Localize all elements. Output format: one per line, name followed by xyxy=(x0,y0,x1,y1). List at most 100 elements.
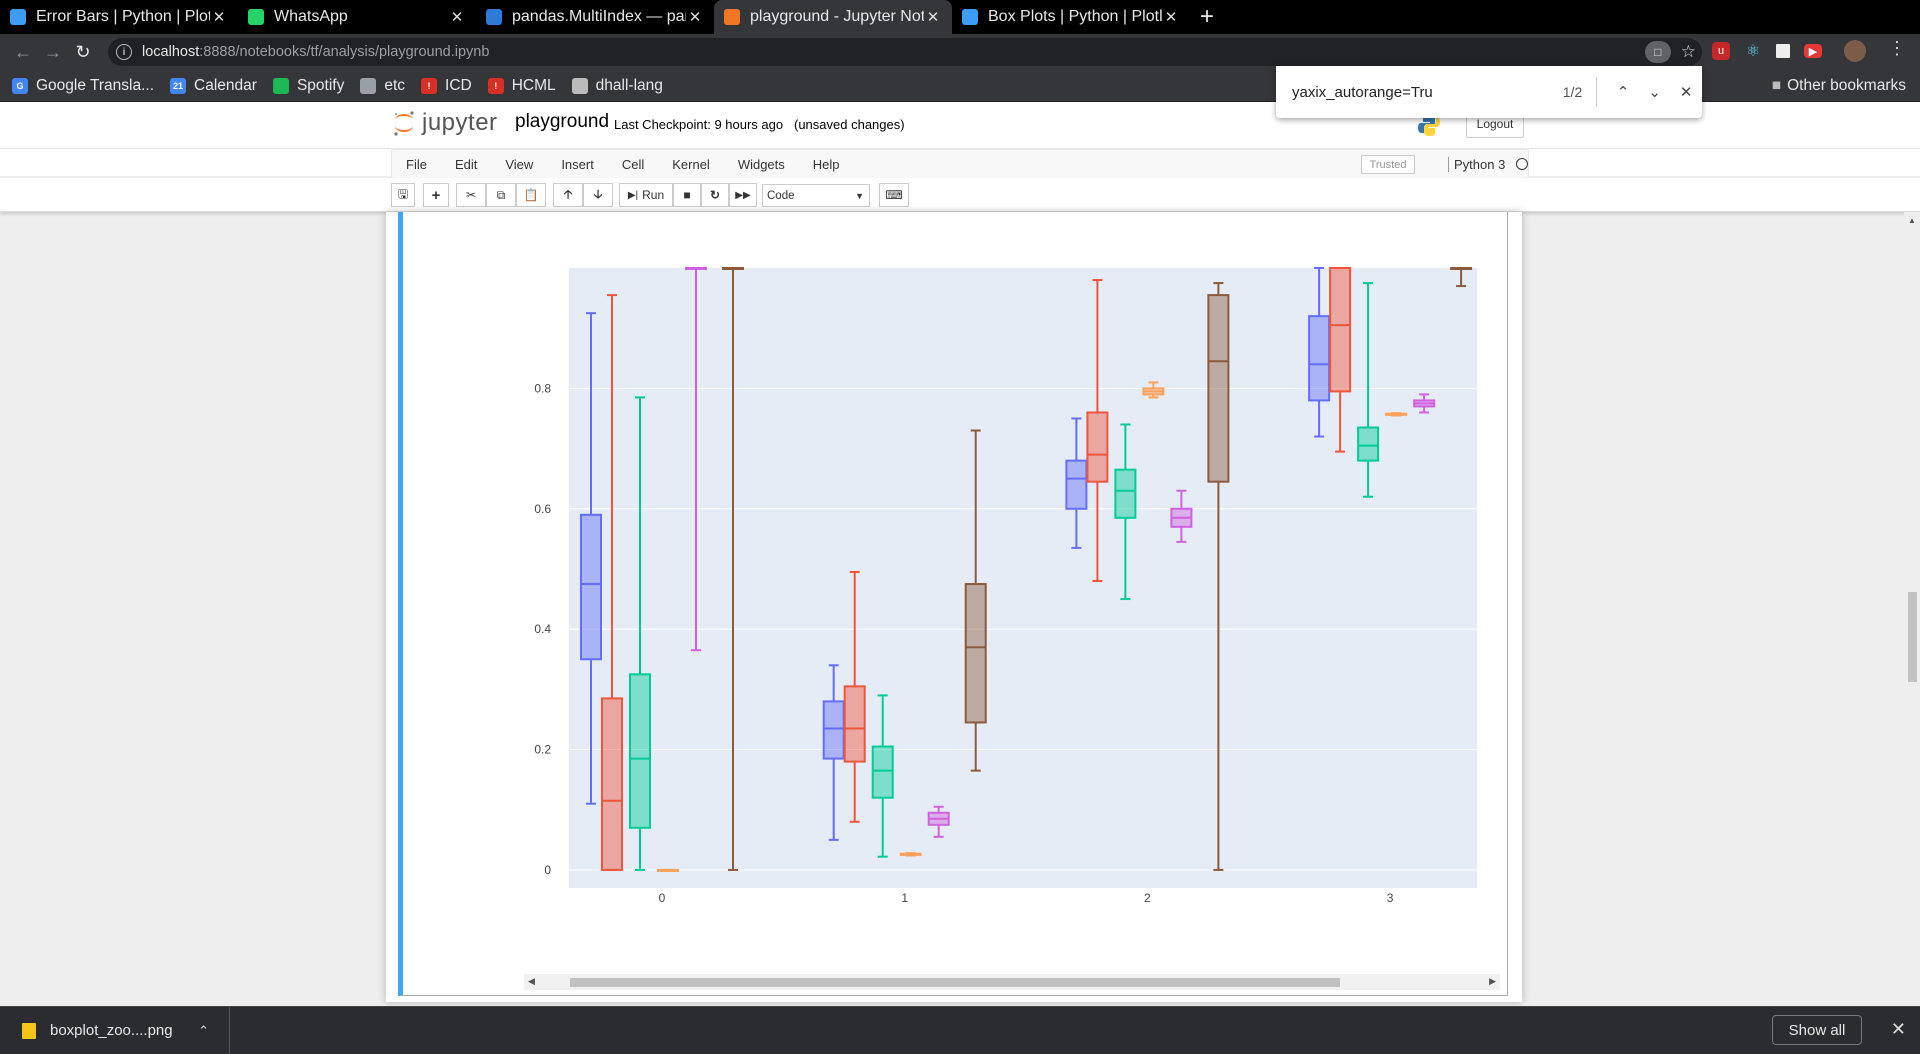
box-brown-0[interactable] xyxy=(722,267,744,871)
bookmark-star-icon[interactable]: ☆ xyxy=(1680,42,1696,61)
site-info-icon[interactable]: i xyxy=(116,44,132,60)
box-red-1[interactable] xyxy=(843,570,866,823)
bookmark-item[interactable]: Spotify xyxy=(272,76,345,95)
scrollbar-thumb[interactable] xyxy=(1908,592,1917,682)
find-close-icon[interactable]: ✕ xyxy=(1679,84,1693,101)
move-down-icon[interactable]: 🡣 xyxy=(583,183,613,207)
reload-icon[interactable]: ↻ xyxy=(75,41,91,62)
scrollbar-thumb[interactable] xyxy=(570,978,1340,987)
notebook-name[interactable]: playground xyxy=(515,111,610,132)
save-icon[interactable]: 🖫 xyxy=(391,183,415,207)
bookmark-item[interactable]: G Google Transla... xyxy=(12,77,154,95)
move-up-icon[interactable]: 🡡 xyxy=(553,183,583,207)
jupyter-logo[interactable]: jupyter xyxy=(392,108,498,138)
tab-close-icon[interactable]: ✕ xyxy=(926,9,940,26)
find-next-icon[interactable]: ⌄ xyxy=(1648,84,1661,101)
extension-ublock-icon[interactable]: u xyxy=(1712,42,1730,60)
box-brown-3[interactable] xyxy=(1450,267,1473,288)
box-red-2[interactable] xyxy=(1086,279,1109,583)
box-green-0[interactable] xyxy=(629,396,651,871)
run-button[interactable]: ▶| Run xyxy=(619,183,673,207)
forward-arrow-icon[interactable]: → xyxy=(44,41,62,62)
box-violet-1[interactable] xyxy=(927,805,950,838)
box-violet-0[interactable] xyxy=(685,267,707,652)
bookmark-item[interactable]: ! HCML xyxy=(487,77,556,95)
tab-close-icon[interactable]: ✕ xyxy=(212,9,226,26)
insert-cell-icon[interactable]: + xyxy=(423,183,449,207)
box-brown-2[interactable] xyxy=(1207,282,1230,871)
address-bar[interactable]: i localhost:8888/notebooks/tf/analysis/p… xyxy=(108,38,1702,66)
menu-widgets[interactable]: Widgets xyxy=(737,156,785,172)
bookmark-item[interactable]: 21 Calendar xyxy=(170,77,257,95)
find-input[interactable] xyxy=(1292,83,1539,101)
menu-insert[interactable]: Insert xyxy=(561,156,594,172)
menu-cell[interactable]: Cell xyxy=(621,156,645,172)
bookmark-label: Spotify xyxy=(296,76,345,94)
show-all-button[interactable]: Show all xyxy=(1772,1015,1862,1045)
jupyter-icon xyxy=(724,9,740,25)
menu-help[interactable]: Help xyxy=(812,156,840,172)
new-tab-icon[interactable]: + xyxy=(1199,3,1214,30)
close-icon[interactable]: ✕ xyxy=(1890,1019,1906,1039)
box-red-0[interactable] xyxy=(601,294,623,871)
box-brown-1[interactable] xyxy=(964,429,987,772)
back-arrow-icon[interactable]: ← xyxy=(14,41,32,62)
paste-icon[interactable]: 📋 xyxy=(516,183,546,207)
browser-menu-icon[interactable]: ⋮ xyxy=(1888,38,1906,58)
output-horizontal-scrollbar[interactable]: ◀ ▶ xyxy=(524,974,1500,990)
tab-close-icon[interactable]: ✕ xyxy=(1164,9,1178,26)
download-item[interactable]: boxplot_zoo....png ⌃ xyxy=(0,1006,230,1054)
box-green-3[interactable] xyxy=(1357,282,1380,498)
box-blue-2[interactable] xyxy=(1065,417,1088,549)
box-violet-3[interactable] xyxy=(1413,393,1436,414)
box-green-2[interactable] xyxy=(1114,423,1137,601)
box-orange-1[interactable] xyxy=(899,852,922,857)
box-blue-0[interactable] xyxy=(580,312,602,805)
y-tick-label: 0.4 xyxy=(534,622,551,636)
scroll-up-icon[interactable]: ▲ xyxy=(1908,216,1916,225)
copy-icon[interactable]: ⧉ xyxy=(486,183,516,207)
tab-close-icon[interactable]: ✕ xyxy=(450,9,464,26)
restart-icon[interactable]: ↻ xyxy=(701,183,729,207)
restart-run-all-icon[interactable]: ▶▶ xyxy=(729,183,757,207)
tab-close-icon[interactable]: ✕ xyxy=(688,9,702,26)
box-violet-2[interactable] xyxy=(1170,489,1193,543)
menu-kernel[interactable]: Kernel xyxy=(672,156,710,172)
bookmark-item[interactable]: dhall-lang xyxy=(571,77,663,95)
box-green-1[interactable] xyxy=(871,694,894,858)
extension-video-icon[interactable]: ▶ xyxy=(1804,44,1822,58)
menu-edit[interactable]: Edit xyxy=(454,156,478,172)
install-app-icon[interactable]: □ xyxy=(1644,41,1671,63)
browser-tab[interactable]: Error Bars | Python | Plotly ✕ xyxy=(0,0,238,34)
chevron-up-icon[interactable]: ⌃ xyxy=(198,1022,209,1038)
other-bookmarks[interactable]: ■ Other bookmarks xyxy=(1772,77,1906,95)
browser-tab[interactable]: pandas.MultiIndex — pan ✕ xyxy=(476,0,714,34)
find-previous-icon[interactable]: ⌃ xyxy=(1616,84,1630,101)
trusted-indicator[interactable]: Trusted xyxy=(1361,155,1415,174)
page-vertical-scrollbar[interactable]: ▲ xyxy=(1904,212,1920,1006)
profile-avatar[interactable] xyxy=(1844,40,1866,62)
scroll-right-icon[interactable]: ▶ xyxy=(1489,976,1496,986)
box-blue-3[interactable] xyxy=(1308,267,1331,438)
cell-type-select[interactable]: Code ▼ xyxy=(762,184,870,207)
box-orange-3[interactable] xyxy=(1385,412,1408,417)
extension-react-icon[interactable]: ⚛ xyxy=(1745,43,1761,60)
box-orange-0[interactable] xyxy=(657,868,679,872)
extension-notes-icon[interactable] xyxy=(1776,44,1790,58)
interrupt-icon[interactable]: ■ xyxy=(673,183,701,207)
scroll-left-icon[interactable]: ◀ xyxy=(528,976,535,986)
command-palette-icon[interactable]: ⌨ xyxy=(879,183,909,207)
browser-tab[interactable]: WhatsApp ✕ xyxy=(238,0,476,34)
bookmark-item[interactable]: etc xyxy=(360,77,405,95)
box-orange-2[interactable] xyxy=(1142,381,1165,399)
menu-view[interactable]: View xyxy=(505,156,534,172)
browser-tab[interactable]: Box Plots | Python | Plotly ✕ xyxy=(952,0,1190,34)
browser-tab[interactable]: playground - Jupyter Note ✕ xyxy=(714,0,952,34)
iqr-box xyxy=(1357,426,1380,462)
cut-icon[interactable]: ✂ xyxy=(456,183,486,207)
output-cell[interactable] xyxy=(398,212,1508,996)
bookmark-item[interactable]: ! ICD xyxy=(421,77,472,95)
menu-file[interactable]: File xyxy=(406,156,427,172)
box-red-3[interactable] xyxy=(1329,267,1352,453)
